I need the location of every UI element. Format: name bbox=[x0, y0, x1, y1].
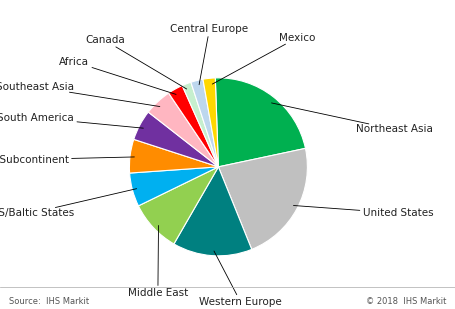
Text: World consumption  of crude petroleum—2017: World consumption of crude petroleum—201… bbox=[9, 17, 368, 32]
Text: © 2018  IHS Markit: © 2018 IHS Markit bbox=[365, 297, 446, 306]
Text: Source:  IHS Markit: Source: IHS Markit bbox=[9, 297, 89, 306]
Text: CIS/Baltic States: CIS/Baltic States bbox=[0, 189, 136, 218]
Wedge shape bbox=[169, 86, 218, 167]
Wedge shape bbox=[191, 79, 218, 167]
Text: Middle East: Middle East bbox=[128, 226, 188, 298]
Text: Mexico: Mexico bbox=[212, 33, 315, 84]
Wedge shape bbox=[129, 139, 218, 173]
Text: United States: United States bbox=[293, 205, 433, 218]
Wedge shape bbox=[203, 78, 218, 167]
Text: Southeast Asia: Southeast Asia bbox=[0, 82, 160, 107]
Wedge shape bbox=[148, 93, 218, 167]
Wedge shape bbox=[215, 78, 305, 167]
Wedge shape bbox=[138, 167, 218, 244]
Wedge shape bbox=[174, 167, 252, 256]
Wedge shape bbox=[134, 112, 218, 167]
Text: Western Europe: Western Europe bbox=[199, 251, 282, 307]
Text: Africa: Africa bbox=[59, 57, 176, 95]
Text: Canada: Canada bbox=[85, 36, 187, 89]
Wedge shape bbox=[130, 167, 218, 206]
Text: Central Europe: Central Europe bbox=[171, 24, 248, 85]
Text: Northeast Asia: Northeast Asia bbox=[272, 103, 433, 134]
Text: Indian Subcontinent: Indian Subcontinent bbox=[0, 155, 134, 165]
Wedge shape bbox=[218, 148, 308, 249]
Wedge shape bbox=[182, 82, 218, 167]
Text: South America: South America bbox=[0, 113, 143, 128]
